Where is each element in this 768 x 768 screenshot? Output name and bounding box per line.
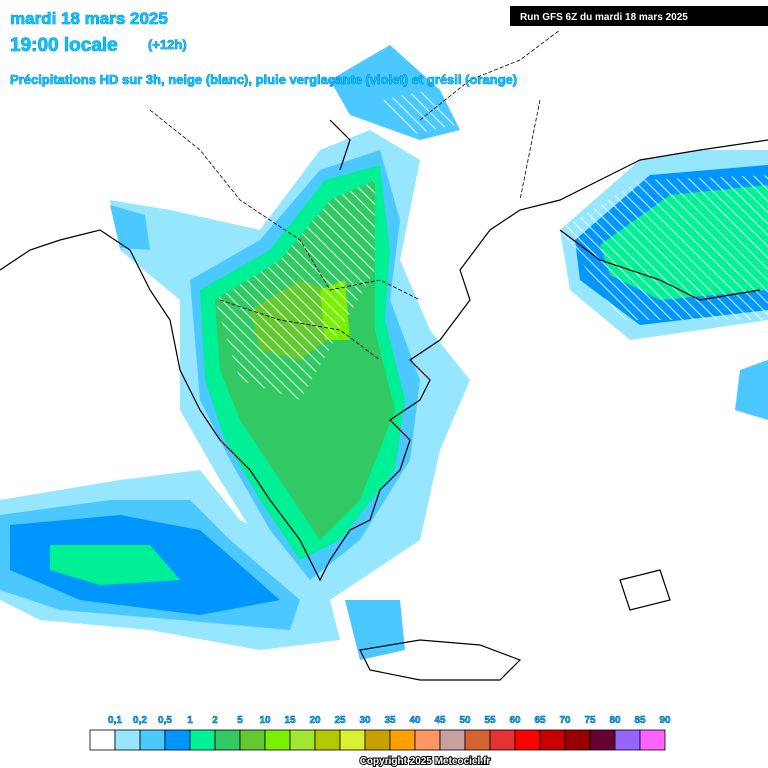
precipitation: [0, 45, 768, 660]
legend-swatch: [239, 729, 266, 751]
legend-swatch: [289, 729, 316, 751]
legend-swatch: [114, 729, 141, 751]
legend-swatch: [89, 729, 116, 751]
run-info: Run GFS 6Z du mardi 18 mars 2025: [520, 12, 688, 23]
legend-swatch: [389, 729, 416, 751]
legend-label: 75: [584, 715, 596, 726]
legend-label: 50: [459, 715, 471, 726]
legend-swatch: [414, 729, 441, 751]
legend-label: 15: [284, 715, 296, 726]
legend-swatch: [264, 729, 291, 751]
legend-swatch: [639, 729, 666, 751]
run-box: [510, 6, 768, 26]
legend-label: 85: [634, 715, 646, 726]
legend-swatch: [464, 729, 491, 751]
legend-label: 80: [609, 715, 621, 726]
legend-swatch: [364, 729, 391, 751]
legend: 0,1 0,2 0,5 1 2 5 10 15 20 25 30 35 40 45 50 55 60 65 70 75…: [89, 715, 671, 751]
legend-swatch: [439, 729, 466, 751]
legend-swatch: [314, 729, 341, 751]
time: 19:00 locale: [10, 35, 118, 56]
legend-swatch: [164, 729, 191, 751]
legend-swatch: [139, 729, 166, 751]
offset: (+12h): [148, 37, 187, 52]
legend-label: 60: [509, 715, 521, 726]
legend-label: 10: [259, 715, 271, 726]
copyright: Copyright 2025 Meteociel.fr: [360, 756, 491, 767]
coastlines: [0, 29, 768, 681]
legend-swatch: [214, 729, 241, 751]
legend-label: 35: [384, 715, 396, 726]
legend-swatch: [539, 729, 566, 751]
legend-label: 5: [237, 715, 243, 726]
legend-label: 45: [434, 715, 446, 726]
legend-label: 40: [409, 715, 421, 726]
legend-label: 70: [559, 715, 571, 726]
date: mardi 18 mars 2025: [10, 9, 168, 28]
legend-swatch: [564, 729, 591, 751]
legend-label: 2: [212, 715, 218, 726]
legend-swatch: [189, 729, 216, 751]
description: Précipitations HD sur 3h, neige (blanc),…: [10, 72, 517, 87]
legend-label: 20: [309, 715, 321, 726]
legend-label: 0,1: [108, 715, 122, 726]
legend-label: 30: [359, 715, 371, 726]
legend-label: 65: [534, 715, 546, 726]
legend-swatch: [339, 729, 366, 751]
legend-swatch: [514, 729, 541, 751]
legend-label: 55: [484, 715, 496, 726]
legend-label: 1: [187, 715, 193, 726]
legend-swatch: [489, 729, 516, 751]
legend-label: 0,2: [133, 715, 147, 726]
legend-swatch: [614, 729, 641, 751]
legend-swatch: [589, 729, 616, 751]
legend-label: 90: [659, 715, 671, 726]
legend-label: 25: [334, 715, 346, 726]
legend-label: 0,5: [158, 715, 172, 726]
